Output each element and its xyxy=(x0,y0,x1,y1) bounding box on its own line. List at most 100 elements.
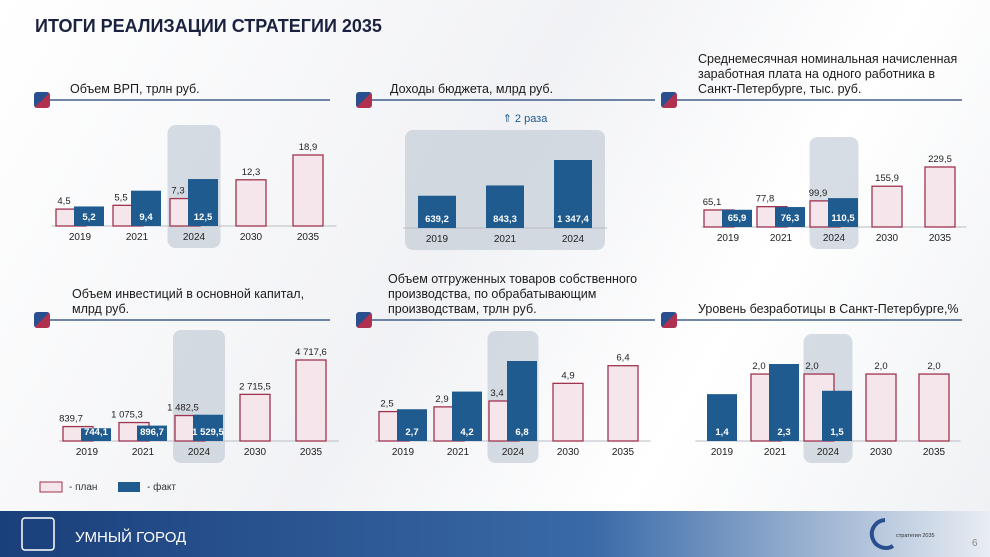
bar xyxy=(775,207,805,227)
bar xyxy=(507,361,537,441)
highlight xyxy=(173,330,225,463)
value-label: 3,4 xyxy=(490,388,503,399)
header-icon xyxy=(661,312,677,328)
x-tick-label: 2021 xyxy=(764,447,787,458)
footer-section: УМНЫЙ ГОРОД xyxy=(75,528,186,546)
x-tick-label: 2030 xyxy=(557,447,580,458)
value-label: 2,5 xyxy=(380,399,393,410)
bar xyxy=(188,179,218,226)
header-icon xyxy=(34,92,50,108)
x-tick-label: 2019 xyxy=(717,233,740,244)
value-label: 18,9 xyxy=(299,142,318,153)
x-tick-label: 2035 xyxy=(929,233,952,244)
bar xyxy=(828,198,858,227)
value-label: 843,3 xyxy=(493,214,517,225)
value-label: 6,8 xyxy=(515,427,528,438)
x-tick-label: 2030 xyxy=(244,447,267,458)
bar xyxy=(137,425,167,441)
x-tick-label: 2024 xyxy=(183,232,206,243)
legend-label: - факт xyxy=(147,481,176,493)
bar xyxy=(452,391,482,441)
footer-icon xyxy=(21,517,55,551)
value-label: 229,5 xyxy=(928,154,952,165)
x-tick-label: 2021 xyxy=(770,233,793,244)
value-label: 110,5 xyxy=(831,213,855,224)
value-label: 2,3 xyxy=(777,427,790,438)
value-label: 2,7 xyxy=(405,427,418,438)
value-label: 2,0 xyxy=(927,361,940,372)
chart-title: Объем ВРП, трлн руб. xyxy=(70,82,200,96)
bar xyxy=(607,365,639,442)
value-label: 839,7 xyxy=(59,414,83,425)
value-label: 6,4 xyxy=(616,353,629,364)
header-icon xyxy=(661,92,677,108)
value-label: 12,5 xyxy=(194,212,213,223)
bar xyxy=(193,414,223,441)
slide-title: ИТОГИ РЕАЛИЗАЦИИ СТРАТЕГИИ 2035 xyxy=(35,16,382,36)
value-label: 896,7 xyxy=(140,427,164,438)
value-label: 1 347,4 xyxy=(557,214,589,225)
x-tick-label: 2024 xyxy=(188,447,211,458)
value-label: 99,9 xyxy=(809,188,828,199)
logo-text: стратегия 2035 xyxy=(896,533,935,539)
bar xyxy=(865,373,897,442)
bar xyxy=(74,206,104,226)
x-tick-label: 2021 xyxy=(494,234,517,245)
bar xyxy=(239,393,271,442)
bar xyxy=(871,185,903,228)
legend-swatch xyxy=(39,481,63,493)
value-label: 744,1 xyxy=(84,427,108,438)
value-label: 5,5 xyxy=(114,192,127,203)
bar xyxy=(397,409,427,441)
value-label: 4,2 xyxy=(460,427,473,438)
annotation: ⇑ 2 раза xyxy=(503,113,549,125)
legend-swatch xyxy=(118,482,140,492)
value-label: 1 529,5 xyxy=(192,427,224,438)
value-label: 4,9 xyxy=(561,370,574,381)
bar xyxy=(81,428,111,441)
value-label: 4 717,6 xyxy=(295,347,327,358)
x-tick-label: 2024 xyxy=(817,447,840,458)
bar xyxy=(918,373,950,442)
value-label: 2 715,5 xyxy=(239,381,271,392)
header-icon xyxy=(356,92,372,108)
x-tick-label: 2024 xyxy=(562,234,585,245)
x-tick-label: 2030 xyxy=(870,447,893,458)
bar xyxy=(554,160,592,228)
value-label: 1 075,3 xyxy=(111,410,143,421)
footer-band xyxy=(0,511,990,557)
bar xyxy=(131,190,161,226)
bar xyxy=(235,179,267,227)
bar xyxy=(822,390,852,441)
value-label: 65,1 xyxy=(703,197,722,208)
x-tick-label: 2021 xyxy=(126,232,149,243)
value-label: 2,0 xyxy=(805,361,818,372)
bar xyxy=(418,195,456,228)
value-label: 1,5 xyxy=(830,427,844,438)
x-tick-label: 2019 xyxy=(392,447,415,458)
chart-title: Объем отгруженных товаров собственного п… xyxy=(388,272,638,316)
bar xyxy=(292,154,324,227)
bar xyxy=(769,364,799,441)
x-tick-label: 2019 xyxy=(69,232,92,243)
x-tick-label: 2035 xyxy=(300,447,323,458)
x-tick-label: 2024 xyxy=(502,447,525,458)
legend-label: - план xyxy=(69,482,97,493)
x-tick-label: 2021 xyxy=(132,447,155,458)
value-label: 7,3 xyxy=(171,186,184,197)
x-tick-label: 2019 xyxy=(426,234,449,245)
x-tick-label: 2021 xyxy=(447,447,470,458)
x-tick-label: 2035 xyxy=(612,447,635,458)
x-tick-label: 2019 xyxy=(711,447,734,458)
x-tick-label: 2019 xyxy=(76,447,99,458)
value-label: 155,9 xyxy=(875,173,899,184)
chart-title: Среднемесячная номинальная начисленная з… xyxy=(698,52,958,96)
logo-mark xyxy=(869,518,895,550)
bar xyxy=(707,394,737,441)
value-label: 5,2 xyxy=(82,212,95,223)
value-label: 2,0 xyxy=(752,361,765,372)
bar xyxy=(924,166,956,228)
x-tick-label: 2030 xyxy=(240,232,263,243)
